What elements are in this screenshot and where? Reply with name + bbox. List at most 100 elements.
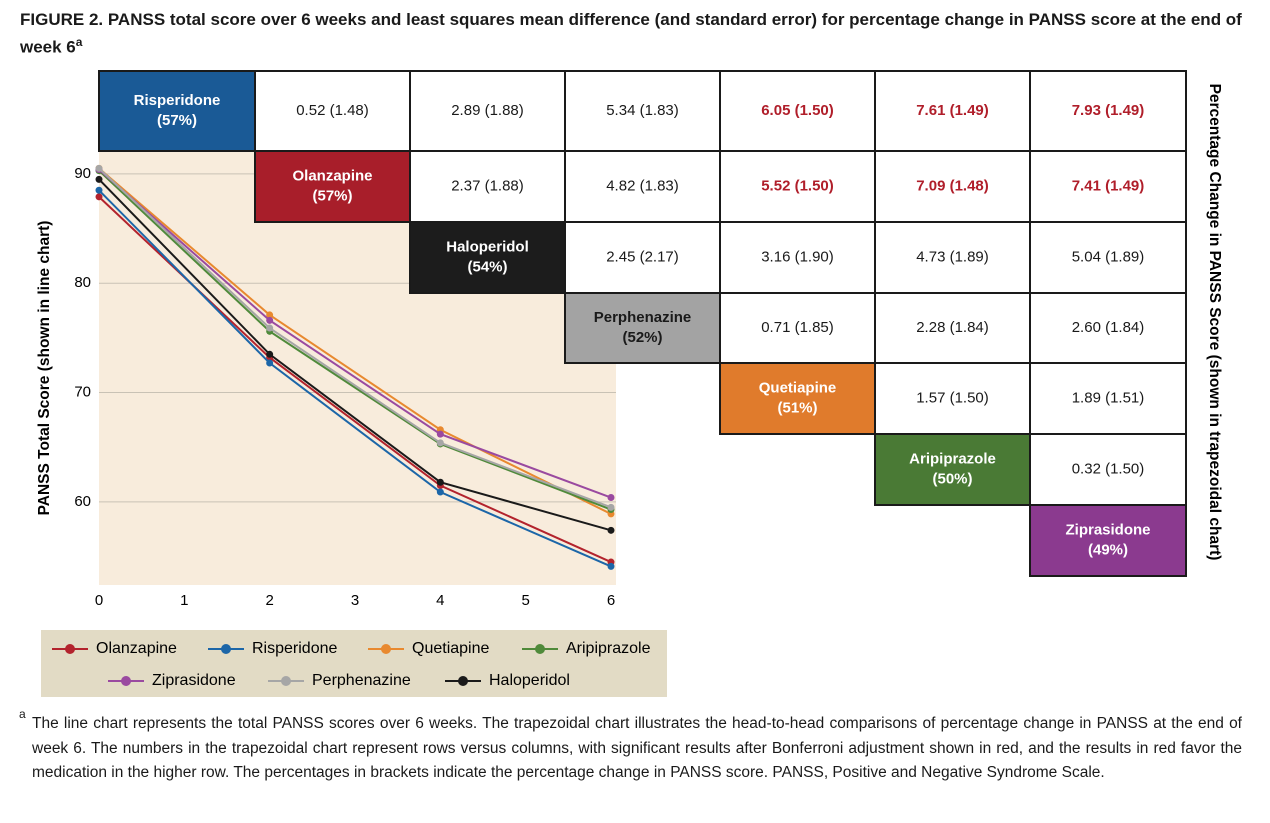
drug-cell: [564, 292, 721, 364]
table-cell: [719, 70, 876, 152]
table-cell: [564, 70, 721, 152]
legend-marker: [381, 644, 391, 654]
drug-name: Ziprasidone: [1065, 521, 1150, 538]
point: [95, 193, 103, 201]
legend-label: Risperidone: [252, 640, 337, 657]
table-cell: [564, 150, 721, 223]
title-note: a: [75, 35, 83, 49]
point: [607, 494, 615, 502]
drug-name: Quetiapine: [759, 379, 837, 396]
drug-cell: [98, 70, 256, 152]
footnote: The line chart represents the total PANS…: [32, 715, 1242, 782]
table-cell: [1029, 70, 1187, 152]
x-tick-label: 3: [351, 592, 359, 609]
cell-value: 3.16 (1.90): [761, 248, 834, 265]
legend-item: Olanzapine: [52, 640, 177, 657]
series-line: [98, 178, 612, 532]
point: [266, 311, 274, 319]
cell-value: 1.57 (1.50): [916, 389, 989, 406]
drug-cell: [719, 362, 876, 435]
table-cell: [874, 221, 1031, 294]
point: [266, 359, 274, 367]
cell-value: 5.52 (1.50): [761, 177, 834, 194]
y-tick-label: 60: [74, 493, 91, 510]
legend-background: [41, 630, 667, 697]
y-axis-label: PANSS Total Score (shown in line chart): [36, 221, 53, 516]
point: [436, 439, 444, 447]
point: [95, 175, 103, 183]
legend-label: Olanzapine: [96, 640, 177, 657]
drug-percent: (57%): [157, 112, 197, 129]
cell-value: 2.28 (1.84): [916, 319, 989, 336]
cell-value: 7.93 (1.49): [1072, 102, 1145, 119]
drug-percent: (52%): [622, 329, 662, 346]
y-tick-label: 90: [74, 165, 91, 182]
footnote-marker: a: [19, 707, 26, 721]
table-cell: [1029, 433, 1187, 506]
cell-value: 0.71 (1.85): [761, 319, 834, 336]
cell-value: 7.61 (1.49): [916, 102, 989, 119]
x-tick-label: 1: [180, 592, 188, 609]
cell-value: 4.73 (1.89): [916, 248, 989, 265]
y-tick-label: 80: [74, 274, 91, 291]
point: [436, 478, 444, 486]
legend-item: Aripiprazole: [522, 640, 651, 657]
cell-value: 4.82 (1.83): [606, 177, 679, 194]
legend-marker: [121, 676, 131, 686]
table-cell: [1029, 150, 1187, 223]
legend-label: Quetiapine: [412, 640, 489, 657]
x-tick-label: 5: [521, 592, 529, 609]
legend-marker: [458, 676, 468, 686]
cell-value: 5.34 (1.83): [606, 102, 679, 119]
drug-percent: (49%): [1088, 541, 1128, 558]
point: [95, 164, 103, 172]
x-tick-label: 4: [436, 592, 444, 609]
point: [266, 324, 274, 332]
legend-marker: [281, 676, 291, 686]
series-line: [98, 189, 612, 568]
legend-label: Ziprasidone: [152, 672, 236, 689]
cell-value: 2.37 (1.88): [451, 177, 524, 194]
series-line: [98, 167, 612, 509]
cell-value: 2.60 (1.84): [1072, 319, 1145, 336]
x-tick-label: 6: [607, 592, 615, 609]
table-cell: [719, 150, 876, 223]
series-line: [98, 168, 612, 499]
drug-percent: (57%): [312, 187, 352, 204]
drug-percent: (54%): [467, 258, 507, 275]
point: [266, 316, 274, 324]
drug-percent: (50%): [932, 470, 972, 487]
drug-name: Risperidone: [134, 92, 221, 109]
cell-value: 0.52 (1.48): [296, 102, 369, 119]
table-cell: [719, 292, 876, 364]
legend-label: Perphenazine: [312, 672, 411, 689]
table-cell: [409, 70, 566, 152]
y2-axis-label: Percentage Change in PANSS Score (shown …: [1206, 84, 1223, 561]
drug-percent: (51%): [777, 399, 817, 416]
cell-value: 2.89 (1.88): [451, 102, 524, 119]
legend-marker: [535, 644, 545, 654]
table-cell: [409, 150, 566, 223]
cell-value: 0.32 (1.50): [1072, 460, 1145, 477]
legend-item: Ziprasidone: [108, 672, 236, 689]
table-cell: [254, 70, 411, 152]
table-cell: [874, 150, 1031, 223]
title-text: FIGURE 2. PANSS total score over 6 weeks…: [20, 10, 1242, 57]
cell-value: 7.09 (1.48): [916, 177, 989, 194]
x-tick-label: 0: [95, 592, 103, 609]
cell-value: 2.45 (2.17): [606, 248, 679, 265]
point: [436, 430, 444, 438]
drug-cell: [409, 221, 566, 294]
point: [607, 503, 615, 511]
point: [266, 350, 274, 358]
y-tick-label: 70: [74, 384, 91, 401]
legend-label: Haloperidol: [489, 672, 570, 689]
series-line: [98, 169, 612, 511]
cell-value: 1.89 (1.51): [1072, 389, 1145, 406]
legend-label: Aripiprazole: [566, 640, 651, 657]
drug-name: Olanzapine: [292, 167, 372, 184]
point: [607, 562, 615, 570]
drug-name: Aripiprazole: [909, 450, 996, 467]
